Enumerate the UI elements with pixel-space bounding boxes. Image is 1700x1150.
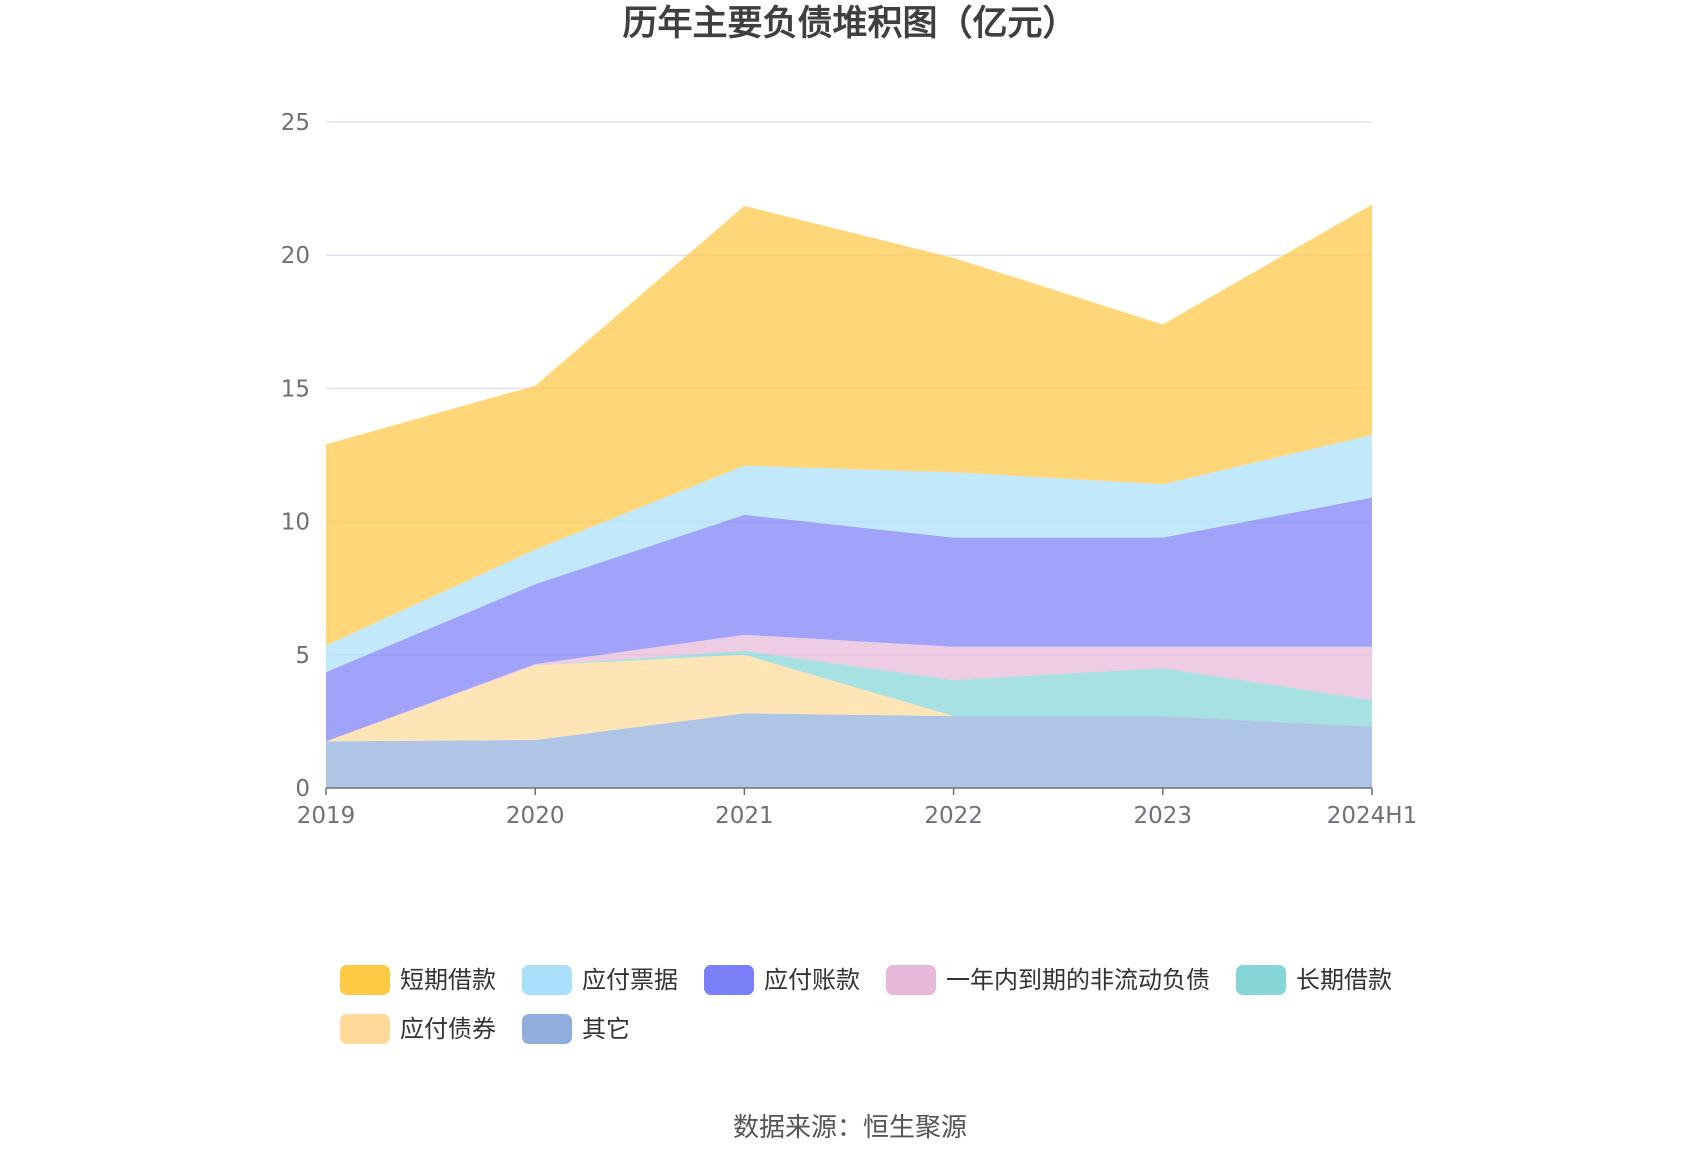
legend-label: 一年内到期的非流动负债 — [946, 966, 1210, 994]
legend-label: 应付债券 — [400, 1015, 496, 1043]
area-series-5 — [326, 435, 1372, 673]
area-series-2 — [326, 650, 1372, 742]
area-series — [326, 204, 1372, 788]
legend-swatch — [522, 1014, 572, 1044]
area-series-0 — [326, 713, 1372, 788]
area-series-6 — [326, 204, 1372, 646]
y-tick-label: 0 — [295, 776, 310, 802]
legend-label: 应付账款 — [764, 966, 860, 994]
data-source-label: 数据来源：恒生聚源 — [733, 1113, 967, 1143]
legend-swatch — [522, 965, 572, 995]
legend-swatch — [340, 1014, 390, 1044]
legend-label: 应付票据 — [582, 966, 678, 994]
area-series-1 — [326, 654, 1372, 742]
x-tick-label: 2020 — [506, 803, 565, 829]
legend-swatch — [340, 965, 390, 995]
area-series-3 — [326, 634, 1372, 742]
legend-label: 短期借款 — [400, 966, 496, 994]
y-tick-label: 10 — [281, 510, 310, 536]
legend-swatch — [886, 965, 936, 995]
x-tick-label: 2021 — [715, 803, 774, 829]
x-tick-label: 2019 — [297, 803, 356, 829]
x-tick-label: 2023 — [1134, 803, 1193, 829]
y-tick-label: 25 — [281, 110, 310, 136]
legend-label: 长期借款 — [1296, 966, 1392, 994]
legend-label: 其它 — [582, 1015, 630, 1043]
y-tick-label: 15 — [281, 376, 310, 402]
x-tick-label: 2022 — [924, 803, 983, 829]
axes: 0 5 10 15 20 25 2019 2020 2021 2022 2023 2024H1 — [281, 110, 1418, 829]
y-tick-label: 5 — [295, 643, 310, 669]
x-tick-label: 2024H1 — [1327, 803, 1417, 829]
legend-swatch — [1236, 965, 1286, 995]
y-tick-label: 20 — [281, 243, 310, 269]
legend-swatch — [704, 965, 754, 995]
chart-title: 历年主要负债堆积图（亿元） — [622, 4, 1077, 44]
area-series-4 — [326, 497, 1372, 742]
